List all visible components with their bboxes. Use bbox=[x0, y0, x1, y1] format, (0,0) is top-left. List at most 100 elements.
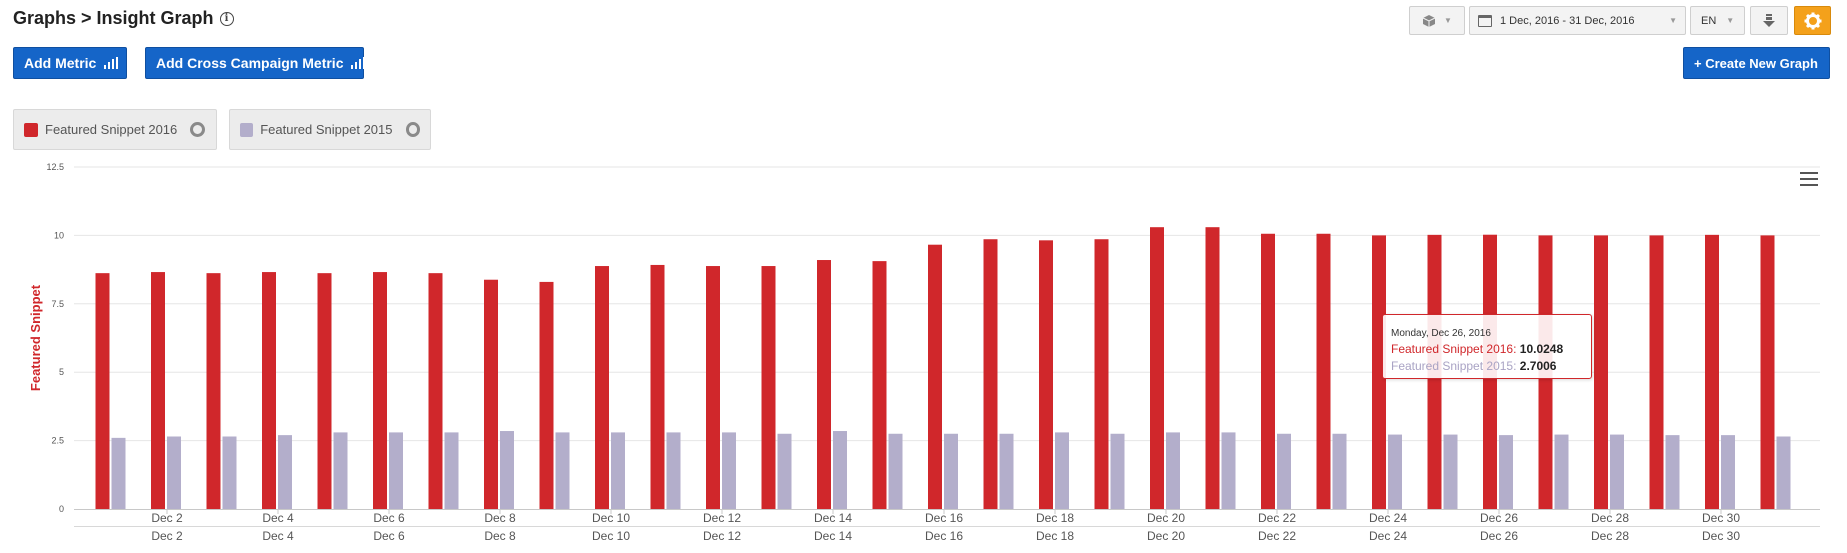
bar-series-2 bbox=[1554, 434, 1569, 509]
date-range-picker[interactable]: 1 Dec, 2016 - 31 Dec, 2016 ▼ bbox=[1469, 6, 1686, 35]
x-tick-label-secondary: Dec 28 bbox=[1591, 529, 1629, 543]
bar-series-1 bbox=[1649, 235, 1664, 509]
tooltip-date: Monday, Dec 26, 2016 bbox=[1391, 328, 1491, 339]
x-tick-label-secondary: Dec 14 bbox=[814, 529, 852, 543]
bar-series-2 bbox=[1721, 435, 1735, 509]
bar-series-2 bbox=[1332, 433, 1347, 509]
bar-series-2 bbox=[1055, 432, 1069, 509]
tooltip-series-2-value: 2.7006 bbox=[1519, 359, 1557, 373]
bar-series-1 bbox=[262, 272, 276, 509]
language-selector[interactable]: EN ▼ bbox=[1690, 6, 1745, 35]
bar-series-2 bbox=[1776, 436, 1791, 509]
language-value: EN bbox=[1701, 14, 1717, 27]
bar-series-2 bbox=[1277, 433, 1291, 509]
x-tick-label-secondary: Dec 2 bbox=[151, 529, 183, 543]
x-tick-label: Dec 28 bbox=[1591, 511, 1629, 525]
bar-series-2 bbox=[333, 432, 348, 509]
y-tick-label: 5 bbox=[59, 367, 64, 377]
bar-series-2 bbox=[833, 431, 847, 509]
add-cross-campaign-metric-button[interactable]: Add Cross Campaign Metric bbox=[145, 47, 366, 79]
x-tick-label-secondary: Dec 30 bbox=[1702, 529, 1740, 543]
bar-series-1 bbox=[1205, 227, 1220, 509]
x-tick-label-secondary: Dec 6 bbox=[373, 529, 405, 543]
bar-series-1 bbox=[1094, 239, 1109, 509]
chevron-down-icon: ▼ bbox=[1726, 16, 1735, 25]
legend-item-series-2[interactable]: Featured Snippet 2015 bbox=[229, 109, 431, 150]
gear-icon bbox=[1804, 12, 1821, 29]
tooltip-series-1-value: 10.0248 bbox=[1519, 342, 1564, 356]
x-tick-label-secondary: Dec 10 bbox=[592, 529, 630, 543]
bar-series-2 bbox=[1443, 434, 1458, 509]
x-tick-label: Dec 6 bbox=[373, 511, 405, 525]
bar-series-1 bbox=[1316, 233, 1331, 509]
x-tick-label: Dec 24 bbox=[1369, 511, 1407, 525]
bar-series-1 bbox=[817, 260, 831, 509]
tooltip-series-2-label: Featured Snippet 2015 bbox=[1391, 359, 1514, 373]
calendar-icon bbox=[1478, 14, 1492, 27]
bar-series-2 bbox=[722, 432, 736, 509]
bar-series-1 bbox=[1705, 234, 1719, 510]
x-tick-label-secondary: Dec 16 bbox=[925, 529, 963, 543]
x-tick-label: Dec 16 bbox=[925, 511, 963, 525]
bar-series-1 bbox=[206, 273, 221, 509]
download-button[interactable] bbox=[1750, 6, 1788, 35]
bar-series-1 bbox=[1594, 235, 1608, 509]
bar-chart-icon bbox=[351, 57, 366, 69]
y-axis-title: Featured Snippet bbox=[28, 284, 43, 391]
x-tick-label-secondary: Dec 4 bbox=[262, 529, 294, 543]
y-tick-label: 0 bbox=[59, 504, 64, 514]
settings-button[interactable] bbox=[1794, 6, 1831, 35]
x-tick-label-secondary: Dec 18 bbox=[1036, 529, 1074, 543]
x-tick-label: Dec 26 bbox=[1480, 511, 1518, 525]
bar-series-1 bbox=[1760, 235, 1775, 509]
chart-menu-icon[interactable] bbox=[1800, 172, 1818, 186]
bar-series-1 bbox=[539, 281, 554, 509]
bar-series-1 bbox=[151, 272, 165, 509]
campaign-selector[interactable]: ▼ bbox=[1409, 6, 1465, 35]
bar-series-2 bbox=[389, 432, 403, 509]
bar-series-2 bbox=[944, 433, 958, 509]
legend-item-series-1[interactable]: Featured Snippet 2016 bbox=[13, 109, 217, 150]
create-new-graph-button[interactable]: + Create New Graph bbox=[1683, 47, 1830, 79]
x-tick-label-secondary: Dec 24 bbox=[1369, 529, 1407, 543]
x-tick-label: Dec 8 bbox=[484, 511, 516, 525]
tooltip-series-1-label: Featured Snippet 2016 bbox=[1391, 342, 1514, 356]
bar-series-1 bbox=[317, 273, 332, 509]
bar-series-1 bbox=[1261, 233, 1275, 509]
gear-icon[interactable] bbox=[405, 122, 420, 137]
add-metric-button[interactable]: Add Metric bbox=[13, 47, 127, 79]
x-tick-label: Dec 14 bbox=[814, 511, 852, 525]
bar-series-2 bbox=[500, 431, 514, 509]
bar-series-1 bbox=[1039, 240, 1053, 509]
tooltip-series-2: Featured Snippet 2015: 2.7006 bbox=[1391, 359, 1557, 373]
x-tick-label: Dec 4 bbox=[262, 511, 294, 525]
x-tick-label: Dec 18 bbox=[1036, 511, 1074, 525]
tooltip-series-1: Featured Snippet 2016: 10.0248 bbox=[1391, 342, 1564, 356]
gear-icon[interactable] bbox=[190, 122, 206, 137]
x-tick-label-secondary: Dec 20 bbox=[1147, 529, 1185, 543]
download-icon bbox=[1763, 13, 1775, 27]
bar-series-2 bbox=[278, 435, 292, 509]
x-tick-label-secondary: Dec 22 bbox=[1258, 529, 1296, 543]
bar-series-2 bbox=[1610, 434, 1624, 509]
legend-swatch bbox=[24, 122, 38, 137]
bar-series-2 bbox=[888, 433, 903, 509]
bar-series-2 bbox=[111, 437, 126, 509]
bar-series-2 bbox=[444, 432, 459, 509]
x-tick-label-secondary: Dec 8 bbox=[484, 529, 516, 543]
y-tick-label: 7.5 bbox=[51, 299, 64, 309]
bar-series-2 bbox=[222, 436, 237, 509]
bar-series-2 bbox=[999, 433, 1014, 509]
x-tick-label: Dec 20 bbox=[1147, 511, 1185, 525]
x-tick-label: Dec 2 bbox=[151, 511, 183, 525]
bar-series-2 bbox=[611, 432, 625, 509]
add-metric-label: Add Metric bbox=[24, 55, 97, 71]
bar-series-1 bbox=[428, 273, 443, 509]
bar-series-1 bbox=[373, 272, 387, 509]
bar-series-2 bbox=[1110, 433, 1125, 509]
bar-series-1 bbox=[761, 266, 776, 509]
bar-series-1 bbox=[983, 239, 998, 509]
bar-series-2 bbox=[555, 432, 570, 509]
info-icon[interactable]: i bbox=[219, 11, 234, 26]
